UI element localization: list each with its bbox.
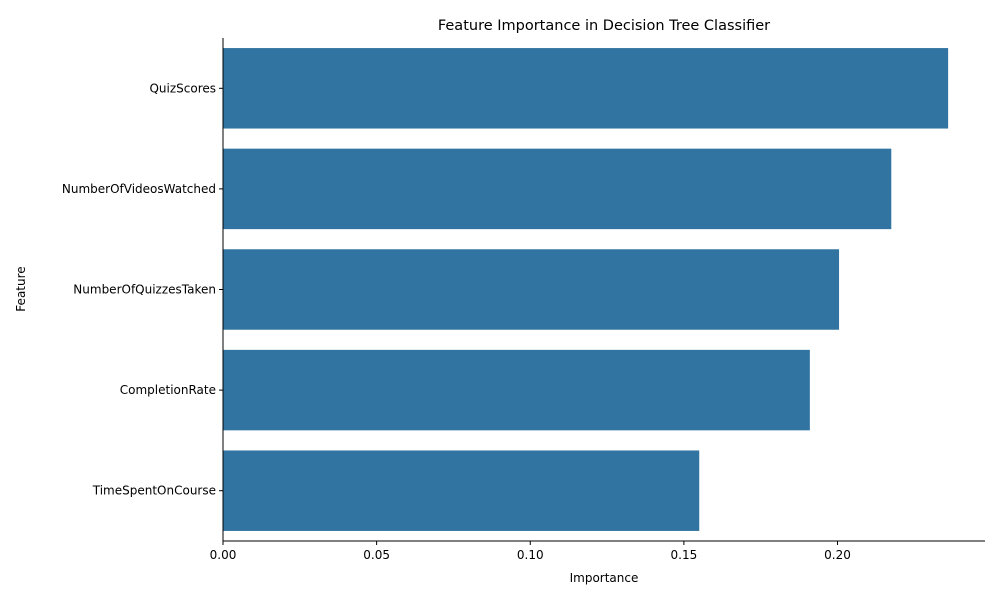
bar-QuizScores [223,48,949,129]
y-tick-label: TimeSpentOnCourse [92,484,216,498]
bar-CompletionRate [223,349,810,431]
x-tick-label: 0.20 [824,548,851,562]
y-tick-label: CompletionRate [120,383,216,397]
axes-layer: QuizScores NumberOfVideosWatched NumberOfQ… [62,38,985,562]
bar-TimeSpentOnCourse [223,450,700,531]
x-tick-label: 0.10 [517,548,544,562]
chart-title: Feature Importance in Decision Tree Clas… [438,18,770,34]
x-tick-label: 0.15 [671,548,698,562]
bar-NumberOfVideosWatched [223,148,892,230]
x-tick-label: 0.00 [210,548,237,562]
y-tick-label: NumberOfQuizzesTaken [73,283,216,297]
x-axis-label: Importance [570,571,639,585]
bars-layer [223,48,949,531]
bar-NumberOfQuizzesTaken [223,249,840,330]
x-tick-label: 0.05 [363,548,390,562]
y-axis-label: Feature [14,266,28,311]
y-tick-label: QuizScores [149,81,216,95]
y-tick-label: NumberOfVideosWatched [62,182,216,196]
